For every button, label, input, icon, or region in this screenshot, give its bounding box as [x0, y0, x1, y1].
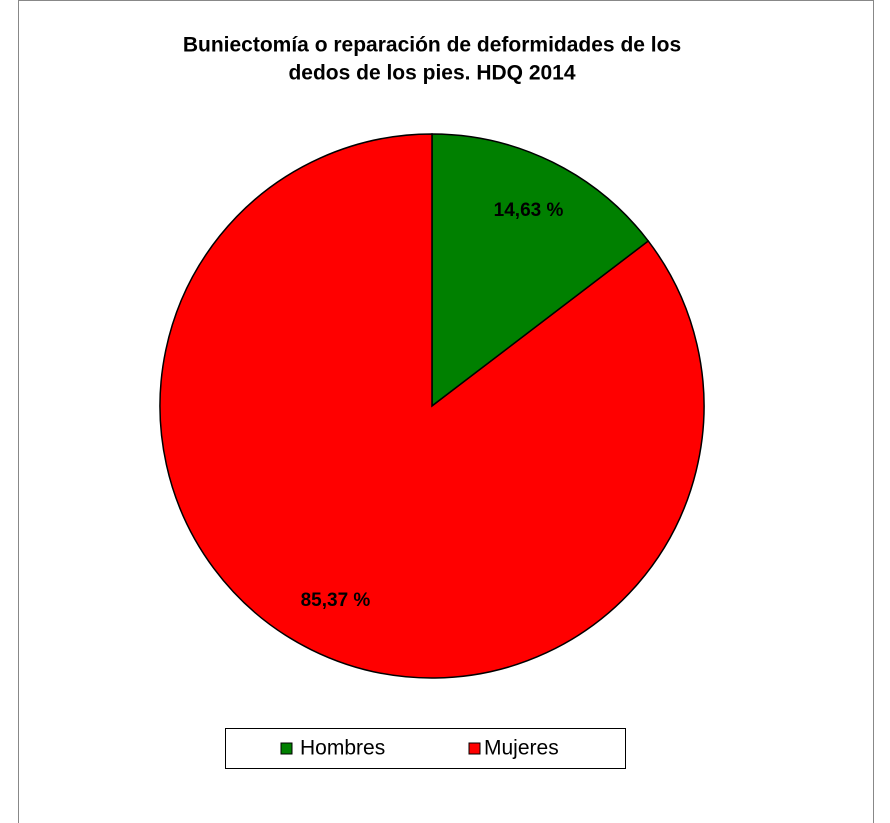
legend-swatch — [280, 742, 293, 755]
pie-slice — [431, 133, 650, 408]
data-label: 14,63 % — [494, 200, 564, 221]
legend-label: Mujeres — [484, 737, 559, 760]
data-label: 85,37 % — [301, 590, 371, 611]
chart-title: dedos de los pies. HDQ 2014 — [288, 62, 575, 85]
pie-slice — [159, 133, 705, 679]
legend-label: Hombres — [300, 737, 385, 760]
chart-title: Buniectomía o reparación de deformidades… — [183, 34, 681, 57]
legend-swatch — [468, 742, 481, 755]
